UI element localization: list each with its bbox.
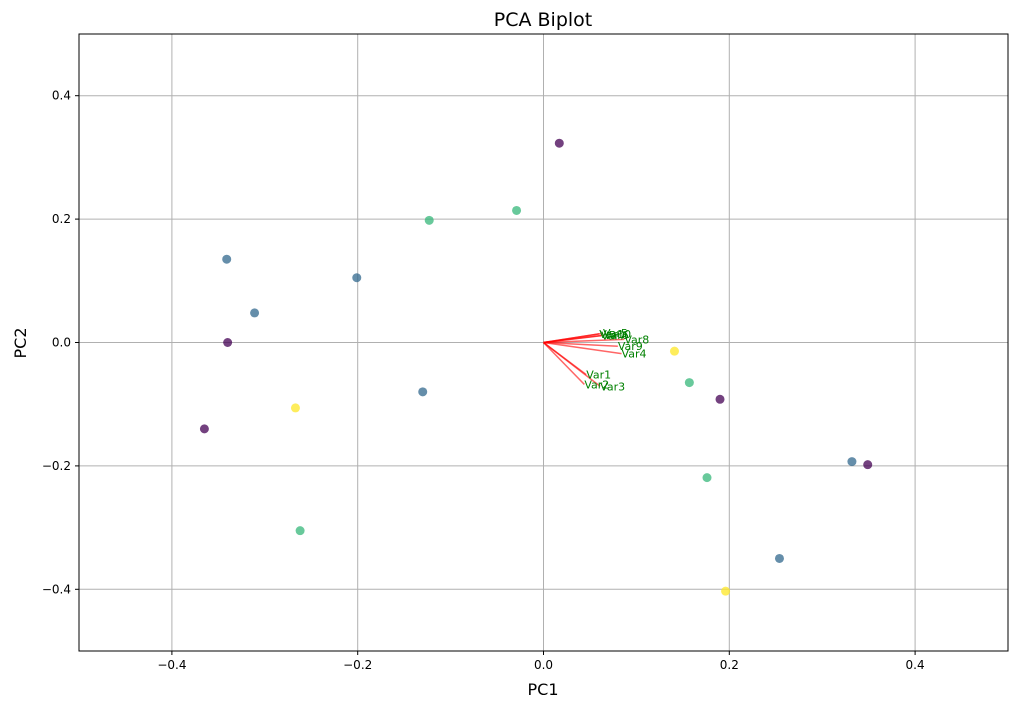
loading-label-var6: Var6 [604,329,629,342]
loading-label-var9: Var9 [618,340,643,353]
x-tick-label: −0.4 [157,658,186,672]
loading-label-var4: Var4 [622,348,647,361]
loading-arrow-var8 [543,338,625,344]
y-axis-label: PC2 [11,328,30,359]
data-point [352,273,362,283]
loading-arrow-var2 [542,341,585,385]
y-tick-label: −0.2 [42,459,71,473]
loading-label-var2: Var2 [584,378,609,391]
y-tick-label: −0.4 [42,582,71,596]
data-point [774,553,784,563]
data-point [223,338,233,347]
loading-arrow-var4 [543,341,622,355]
data-point [250,308,260,318]
loading-arrow-var3 [543,341,601,387]
y-tick-label: 0.4 [52,89,71,103]
chart-title: PCA Biplot [494,9,593,31]
y-tick-label: 0.0 [52,336,71,350]
y-tick-label: 0.2 [52,212,71,226]
data-point [424,215,434,225]
data-point [684,378,694,388]
data-point [512,205,522,215]
data-point [295,526,305,536]
x-tick-label: 0.0 [534,658,553,672]
loading-vectors [542,332,625,387]
loading-label-var1: Var1 [586,369,611,382]
loading-label-var8: Var8 [624,333,649,346]
grid [79,34,1008,651]
x-tick-label: 0.4 [906,658,925,672]
loading-label-var3: Var3 [600,380,625,393]
data-point [702,473,712,483]
x-tick-label: −0.2 [343,658,372,672]
data-point [554,138,564,148]
x-axis-label: PC1 [528,680,559,699]
data-point [847,457,857,467]
loading-label-var10: Var10 [599,328,631,341]
data-point [222,254,232,264]
data-point [715,394,725,404]
data-point [418,387,428,397]
loading-label-var7: Var7 [601,330,626,343]
data-point [290,403,300,413]
data-point [669,346,679,356]
loading-arrow-var10 [543,333,600,344]
scatter-points [199,138,873,596]
data-point [721,586,731,596]
data-point [199,424,209,434]
x-tick-label: 0.2 [720,658,739,672]
data-point [863,460,873,470]
loading-arrow-var9 [543,341,618,347]
axis-ticks: −0.4 −0.2 0.0 0.2 0.4 −0.4 −0.2 0.0 0.2 0.4 [42,89,925,672]
loading-label-var5: Var5 [603,327,628,340]
